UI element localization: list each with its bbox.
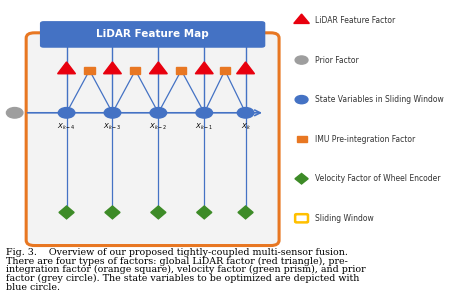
Text: Sliding Window: Sliding Window <box>315 214 374 223</box>
Polygon shape <box>196 62 213 74</box>
FancyBboxPatch shape <box>295 214 308 222</box>
Polygon shape <box>237 62 255 74</box>
Circle shape <box>58 108 75 118</box>
Text: $X_{k-1}$: $X_{k-1}$ <box>195 122 213 132</box>
Text: integration factor (orange square), velocity factor (green prism), and prior: integration factor (orange square), velo… <box>6 265 365 274</box>
Text: blue circle.: blue circle. <box>6 283 60 292</box>
Bar <box>84 67 95 74</box>
Text: $X_{k-2}$: $X_{k-2}$ <box>149 122 168 132</box>
Polygon shape <box>59 206 74 219</box>
Text: There are four types of factors: global LiDAR factor (red triangle), pre-: There are four types of factors: global … <box>6 256 347 265</box>
Polygon shape <box>104 62 121 74</box>
Text: Velocity Factor of Wheel Encoder: Velocity Factor of Wheel Encoder <box>315 174 441 183</box>
Text: IMU Pre-integration Factor: IMU Pre-integration Factor <box>315 135 415 144</box>
Bar <box>220 67 230 74</box>
Polygon shape <box>294 14 309 23</box>
Polygon shape <box>238 206 253 219</box>
Bar <box>130 67 140 74</box>
Text: State Variables in Sliding Window: State Variables in Sliding Window <box>315 95 444 104</box>
Text: LiDAR Feature Map: LiDAR Feature Map <box>96 29 209 40</box>
Bar <box>176 67 186 74</box>
Text: Fig. 3.    Overview of our proposed tightly-coupled multi-sensor fusion.: Fig. 3. Overview of our proposed tightly… <box>6 248 347 257</box>
Circle shape <box>295 96 308 104</box>
Polygon shape <box>150 62 168 74</box>
Bar <box>297 136 307 142</box>
Polygon shape <box>197 206 212 219</box>
Text: Prior Factor: Prior Factor <box>315 56 359 64</box>
Polygon shape <box>105 206 120 219</box>
Circle shape <box>295 56 308 64</box>
Text: LiDAR Feature Factor: LiDAR Feature Factor <box>315 16 396 25</box>
Circle shape <box>237 108 254 118</box>
Text: $X_{k-4}$: $X_{k-4}$ <box>57 122 76 132</box>
FancyBboxPatch shape <box>26 33 279 246</box>
Polygon shape <box>151 206 166 219</box>
Circle shape <box>196 108 213 118</box>
Circle shape <box>104 108 121 118</box>
Circle shape <box>6 108 23 118</box>
Polygon shape <box>58 62 75 74</box>
FancyBboxPatch shape <box>40 21 265 48</box>
Circle shape <box>150 108 167 118</box>
Polygon shape <box>295 173 308 184</box>
Text: factor (grey circle). The state variables to be optimized are depicted with: factor (grey circle). The state variable… <box>6 274 359 283</box>
Text: $X_{k-3}$: $X_{k-3}$ <box>103 122 122 132</box>
Text: $X_{k}$: $X_{k}$ <box>241 122 251 132</box>
